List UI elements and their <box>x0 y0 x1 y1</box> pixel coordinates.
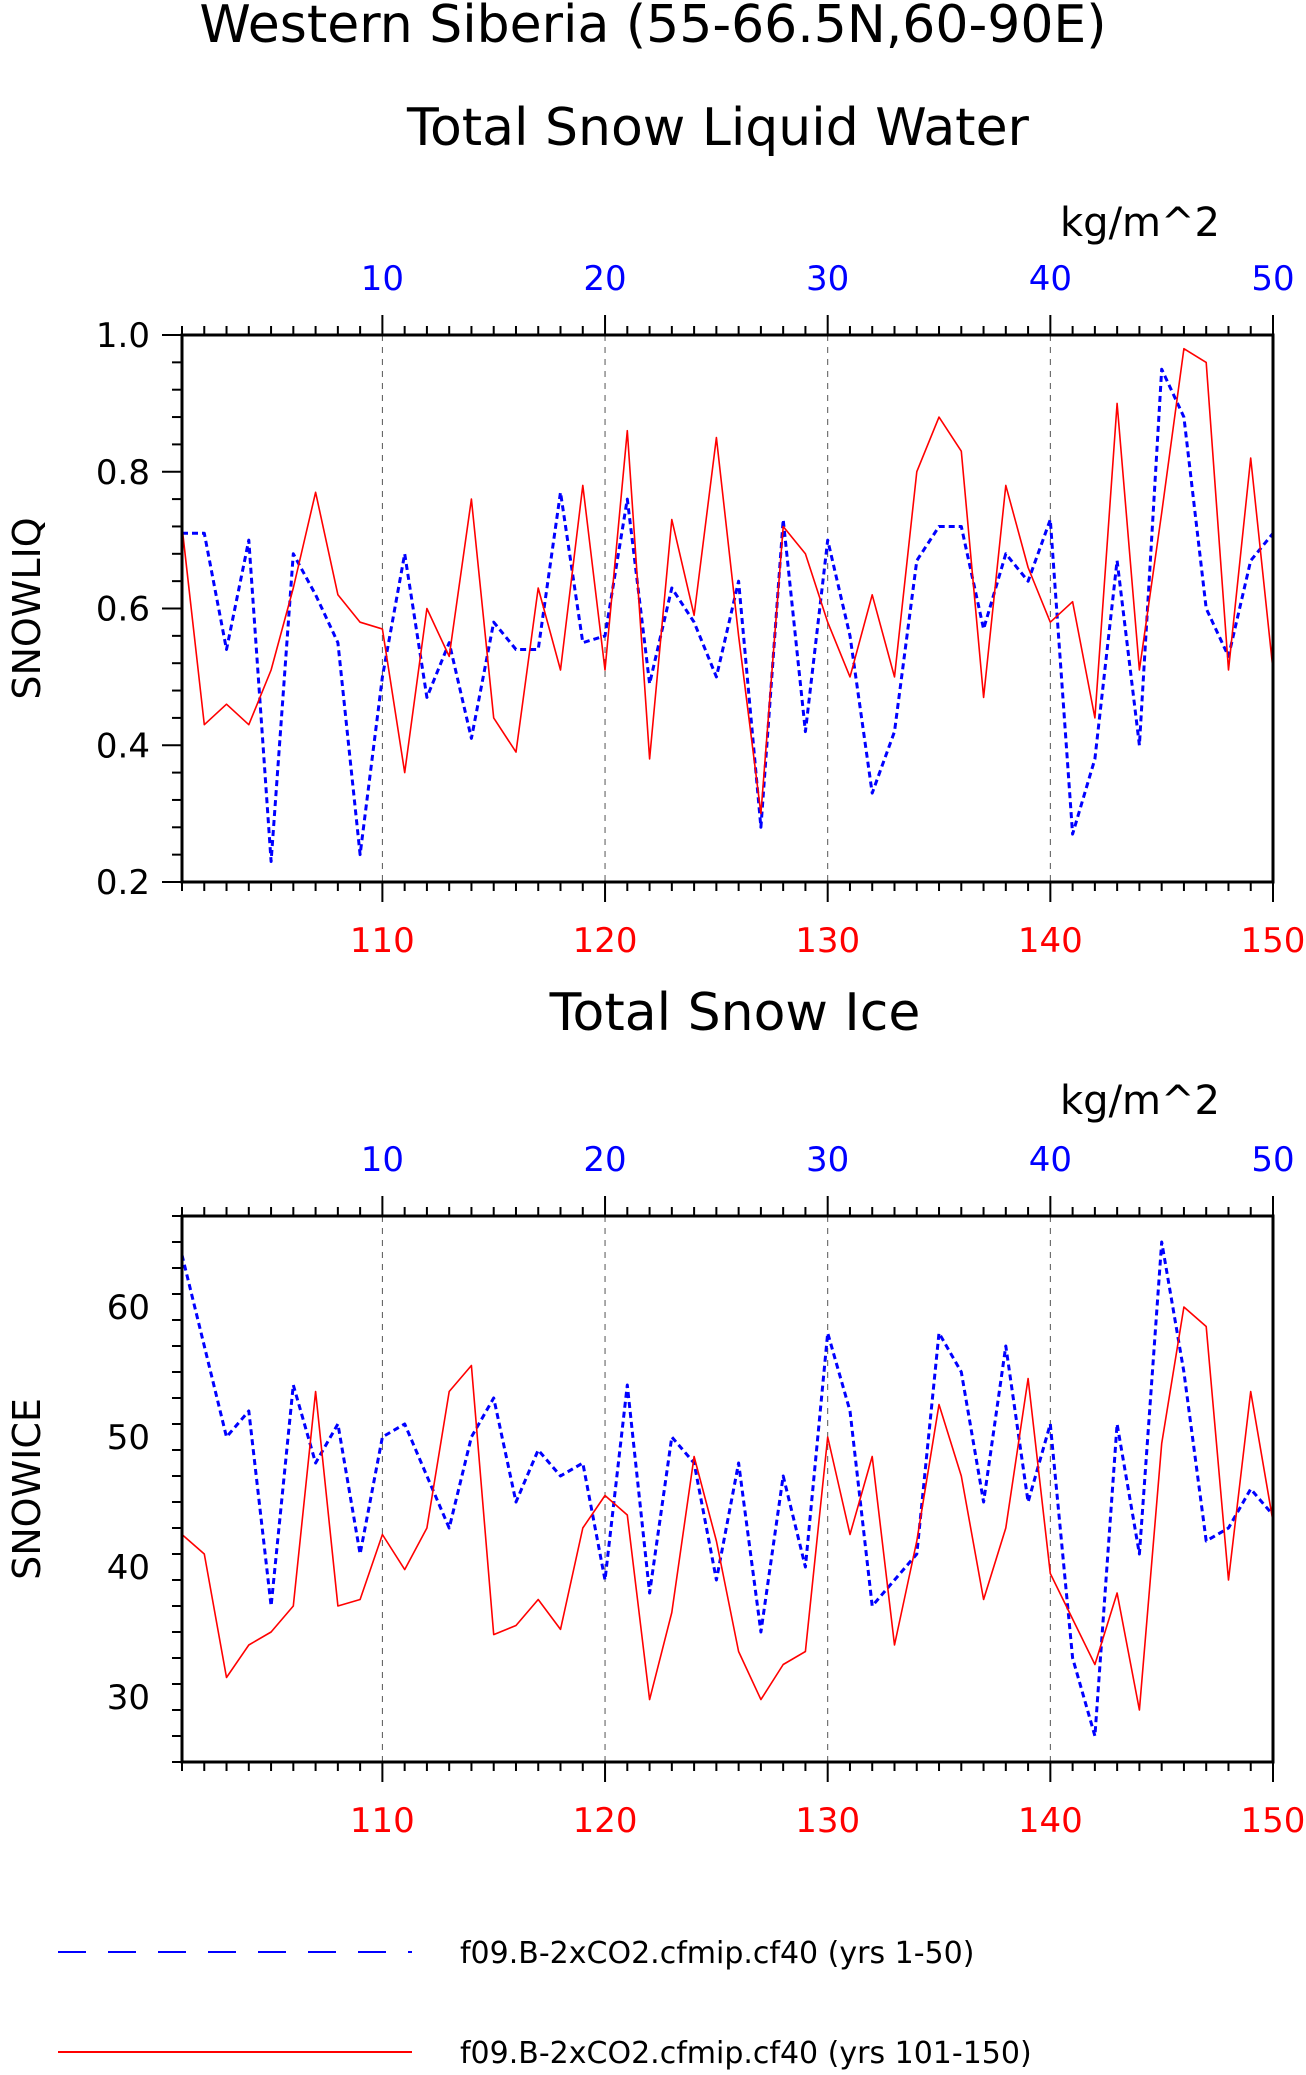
x-top-tick-label: 40 <box>1029 1140 1072 1180</box>
x-bottom-tick-label: 150 <box>1241 921 1306 961</box>
x-top-tick-label: 30 <box>806 259 849 299</box>
x-bottom-tick-label: 120 <box>573 921 638 961</box>
x-top-tick-label: 20 <box>583 1140 626 1180</box>
legend-label-yrs-101-150: f09.B-2xCO2.cfmip.cf40 (yrs 101-150) <box>460 2036 1032 2071</box>
y-tick-label: 40 <box>107 1548 150 1588</box>
plot-frame <box>180 333 1275 884</box>
x-bottom-tick-label: 120 <box>573 1801 638 1841</box>
figure-title-line1: Western Siberia (55-66.5N,60-90E) <box>199 0 1106 55</box>
units-label: kg/m^2 <box>1060 1078 1220 1124</box>
series-line-yrs-1-50 <box>180 1240 1275 1738</box>
y-axis-label: SNOWLIQ <box>5 517 49 699</box>
plot-frame <box>180 1214 1275 1764</box>
legend: f09.B-2xCO2.cfmip.cf40 (yrs 1-50) f09.B-… <box>58 1936 1032 2071</box>
x-top-tick-label: 40 <box>1029 259 1072 299</box>
series-line-yrs-101-150 <box>181 347 1274 815</box>
x-top-tick-label: 20 <box>583 259 626 299</box>
x-bottom-tick-label: 140 <box>1018 921 1083 961</box>
units-label: kg/m^2 <box>1060 200 1220 246</box>
x-top-tick-label: 10 <box>361 1140 404 1180</box>
x-bottom-tick-label: 130 <box>795 921 860 961</box>
y-tick-label: 60 <box>107 1288 150 1328</box>
figure-title-line2: Total Snow Liquid Water <box>406 98 1030 158</box>
x-top-tick-label: 10 <box>361 259 404 299</box>
series-line-yrs-1-50 <box>182 367 1275 863</box>
panel-title: Total Snow Ice <box>549 983 921 1043</box>
x-bottom-tick-label: 140 <box>1018 1801 1083 1841</box>
x-top-tick-label: 50 <box>1251 259 1294 299</box>
y-tick-label: 1.0 <box>96 316 150 356</box>
x-bottom-tick-label: 110 <box>350 1801 415 1841</box>
x-bottom-tick-label: 150 <box>1241 1801 1306 1841</box>
x-bottom-tick-label: 130 <box>795 1801 860 1841</box>
y-tick-label: 50 <box>107 1418 150 1458</box>
y-axis-label: SNOWICE <box>5 1398 49 1580</box>
y-tick-label: 0.4 <box>96 726 150 766</box>
x-top-tick-label: 30 <box>806 1140 849 1180</box>
y-tick-label: 0.2 <box>96 863 150 903</box>
legend-label-yrs-1-50: f09.B-2xCO2.cfmip.cf40 (yrs 1-50) <box>460 1936 974 1971</box>
y-tick-label: 30 <box>107 1678 150 1718</box>
y-tick-label: 0.6 <box>96 590 150 630</box>
panel-snowliq: kg/m^2 110 120 130 140 150 10 20 30 40 50 0.2 0.4 0.6… <box>5 200 1305 961</box>
series-line-yrs-101-150 <box>181 1306 1274 1711</box>
x-bottom-tick-label: 110 <box>350 921 415 961</box>
y-tick-label: 0.8 <box>96 453 150 493</box>
x-top-tick-label: 50 <box>1251 1140 1294 1180</box>
panel-snowice: Total Snow Ice kg/m^2 110 120 130 140 150 10 20 3… <box>5 983 1305 1841</box>
